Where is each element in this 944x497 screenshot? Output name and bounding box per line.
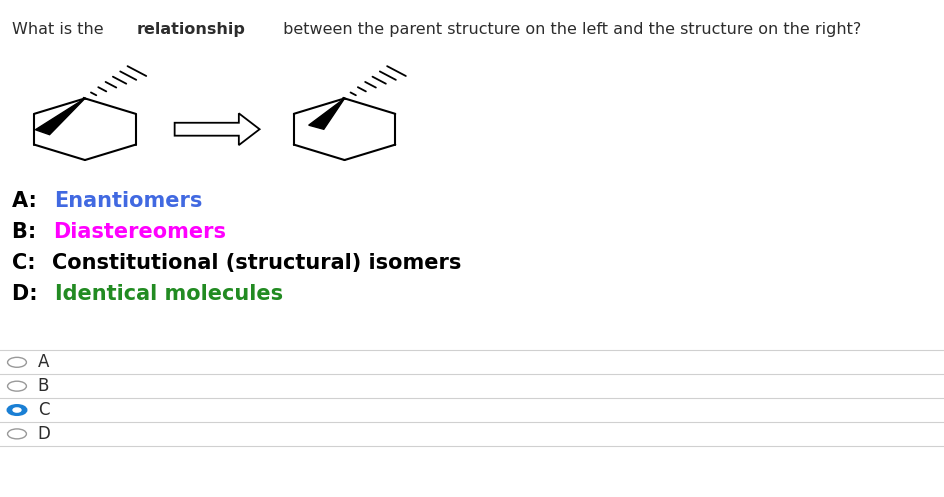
Circle shape [8, 429, 26, 439]
Text: D: D [38, 425, 51, 443]
Circle shape [13, 408, 21, 412]
Text: Constitutional (structural) isomers: Constitutional (structural) isomers [52, 253, 462, 273]
Polygon shape [175, 113, 260, 145]
Text: Identical molecules: Identical molecules [55, 284, 283, 304]
Text: C:: C: [12, 253, 43, 273]
Text: Diastereomers: Diastereomers [53, 222, 226, 242]
Circle shape [8, 405, 26, 415]
Polygon shape [35, 98, 85, 135]
Text: B:: B: [12, 222, 43, 242]
Text: relationship: relationship [137, 22, 246, 37]
Circle shape [8, 381, 26, 391]
Text: C: C [38, 401, 49, 419]
Text: D:: D: [12, 284, 45, 304]
Text: A: A [38, 353, 49, 371]
Text: B: B [38, 377, 49, 395]
Text: between the parent structure on the left and the structure on the right?: between the parent structure on the left… [278, 22, 861, 37]
Circle shape [8, 357, 26, 367]
Text: Enantiomers: Enantiomers [54, 191, 202, 211]
Text: What is the: What is the [12, 22, 109, 37]
Polygon shape [309, 98, 345, 129]
Text: A:: A: [12, 191, 44, 211]
